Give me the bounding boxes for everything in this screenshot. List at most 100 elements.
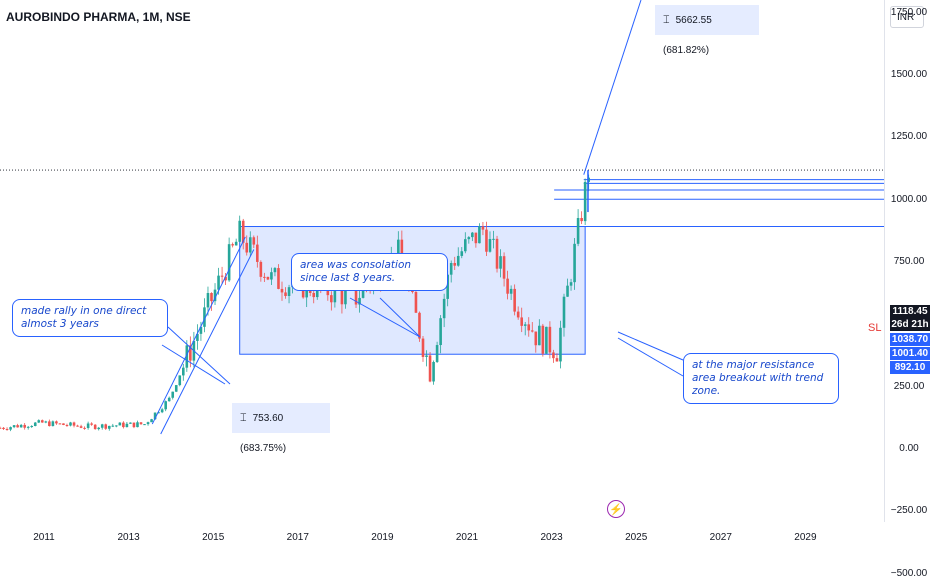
- candle-body: [566, 285, 569, 297]
- candle-body: [421, 338, 425, 357]
- callout-pointer: [349, 297, 421, 338]
- y-tick-label: 1750.00: [890, 6, 928, 18]
- candle-body: [167, 397, 171, 402]
- candle-body: [65, 424, 69, 426]
- candle-body: [520, 317, 523, 326]
- measure-top-label: 5662.55 (681.82%): [663, 15, 712, 56]
- candle-body: [48, 421, 51, 427]
- candle-body: [125, 423, 129, 428]
- candle-body: [115, 425, 118, 427]
- candle-body: [559, 327, 562, 362]
- candle-body: [220, 275, 224, 277]
- candle-body: [266, 276, 270, 280]
- chart-title: AUROBINDO PHARMA, 1M, NSE: [6, 10, 191, 24]
- candle-body: [538, 325, 541, 346]
- candle-body: [502, 256, 506, 279]
- candle-body: [26, 426, 30, 428]
- candle-body: [224, 276, 227, 281]
- candle-body: [171, 391, 175, 398]
- candle-body: [129, 422, 132, 424]
- y-tick-label: 250.00: [893, 380, 925, 392]
- candle-body: [196, 333, 199, 341]
- candle-body: [153, 412, 157, 420]
- candle-body: [90, 423, 93, 425]
- candle-body: [136, 422, 139, 428]
- candle-body: [516, 311, 520, 318]
- candle-body: [69, 422, 72, 426]
- lightning-icon[interactable]: ⚡: [607, 500, 625, 518]
- candle-body: [217, 275, 220, 290]
- candle-body: [97, 427, 100, 430]
- candle-body: [442, 298, 446, 319]
- candle-body: [573, 243, 576, 283]
- candle-body: [418, 312, 421, 339]
- candle-body: [474, 232, 478, 244]
- candle-body: [562, 296, 566, 328]
- y-tick-label: 1500.00: [890, 68, 928, 80]
- candle-body: [354, 284, 358, 305]
- candle-body: [93, 424, 97, 430]
- measure-bottom-label: 753.60 (683.75%): [240, 413, 287, 454]
- candle-body: [263, 276, 266, 278]
- candle-body: [2, 427, 5, 429]
- candle-body: [344, 286, 347, 305]
- callout-pointer: [379, 297, 421, 338]
- candle-body: [492, 238, 495, 240]
- candle-body: [30, 425, 34, 427]
- candle-body: [280, 288, 284, 293]
- candle-body: [456, 255, 460, 266]
- x-tick-label: 2029: [794, 532, 817, 543]
- consolidation-annotation[interactable]: area was consolation since last 8 years.: [291, 253, 448, 292]
- candle-body: [160, 409, 164, 413]
- price-chart: [0, 0, 884, 435]
- callout-pointer: [161, 344, 226, 385]
- candle-body: [464, 239, 467, 252]
- callout-pointer: [617, 331, 684, 361]
- candle-body: [118, 422, 122, 426]
- rally-annotation[interactable]: made rally in one direct almost 3 years: [12, 299, 168, 338]
- candle-body: [238, 220, 241, 242]
- candle-body: [312, 292, 316, 298]
- candle-body: [583, 181, 587, 222]
- candle-body: [460, 251, 464, 256]
- measure-icon: ⌶: [663, 14, 670, 26]
- candle-body: [157, 412, 160, 414]
- candle-body: [146, 422, 150, 425]
- candle-body: [213, 289, 217, 302]
- candle-body: [19, 424, 23, 428]
- price-label: 1118.45: [890, 305, 930, 318]
- candle-body: [400, 239, 404, 266]
- candle-body: [506, 278, 509, 294]
- candle-body: [414, 292, 418, 313]
- candle-body: [499, 256, 502, 269]
- candle-body: [245, 242, 249, 253]
- candle-body: [83, 427, 86, 429]
- candle-body: [174, 385, 178, 392]
- candle-body: [534, 331, 538, 346]
- trend-line: [160, 249, 255, 435]
- candle-body: [569, 282, 573, 286]
- candle-body: [256, 244, 259, 262]
- candle-body: [79, 426, 83, 428]
- candle-body: [100, 424, 104, 428]
- currency-selector[interactable]: INR: [890, 6, 924, 28]
- candle-body: [0, 427, 2, 429]
- candle-body: [467, 237, 471, 240]
- candle-body: [545, 326, 548, 354]
- breakout-annotation[interactable]: at the major resistance area breakout wi…: [683, 353, 839, 405]
- candle-body: [5, 428, 9, 430]
- candle-body: [234, 241, 238, 246]
- candle-body: [259, 261, 263, 277]
- price-label: 26d 21h: [890, 318, 930, 331]
- candle-body: [330, 295, 333, 303]
- candle-body: [358, 297, 361, 305]
- candle-body: [164, 401, 167, 410]
- candle-body: [523, 324, 527, 326]
- measure-bottom[interactable]: ⌶ 753.60 (683.75%): [232, 403, 330, 454]
- candle-body: [203, 307, 206, 327]
- y-tick-label: 0.00: [899, 443, 919, 454]
- candle-body: [9, 427, 12, 430]
- stop-loss-label: SL: [868, 322, 882, 334]
- candle-body: [199, 326, 203, 334]
- measure-top[interactable]: ⌶ 5662.55 (681.82%): [655, 5, 759, 56]
